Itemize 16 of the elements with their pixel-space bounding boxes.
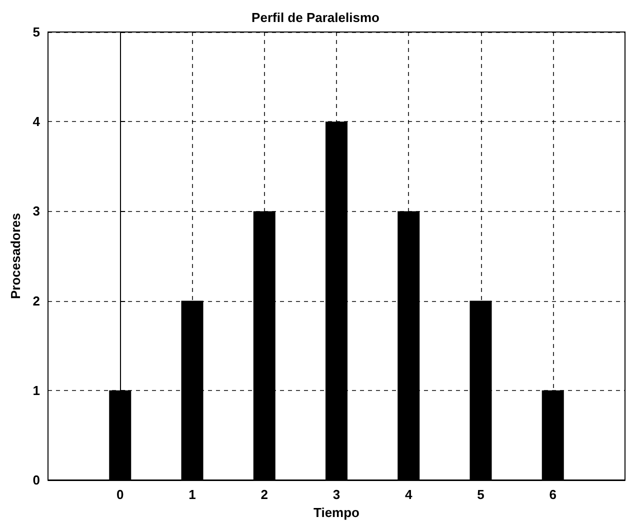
y-tick-label: 3 [32, 204, 40, 219]
y-tick-label: 2 [32, 293, 40, 308]
y-tick-label: 1 [32, 382, 40, 398]
chart-title: Perfil de Paralelismo [252, 10, 380, 25]
x-tick-label: 0 [116, 487, 124, 502]
x-tick-label: 1 [188, 487, 196, 502]
x-tick-label: 2 [260, 487, 268, 502]
y-axis-title: Procesadores [8, 213, 23, 299]
x-tick-label: 5 [477, 487, 484, 502]
x-axis-title: Tiempo [314, 504, 360, 520]
y-tick-label: 5 [32, 24, 40, 40]
y-tick-label: 4 [32, 114, 41, 130]
x-tick-label: 3 [332, 487, 340, 502]
y-tick-label: 0 [32, 472, 40, 488]
x-tick-label: 6 [549, 487, 556, 502]
x-tick-label: 4 [405, 487, 414, 502]
